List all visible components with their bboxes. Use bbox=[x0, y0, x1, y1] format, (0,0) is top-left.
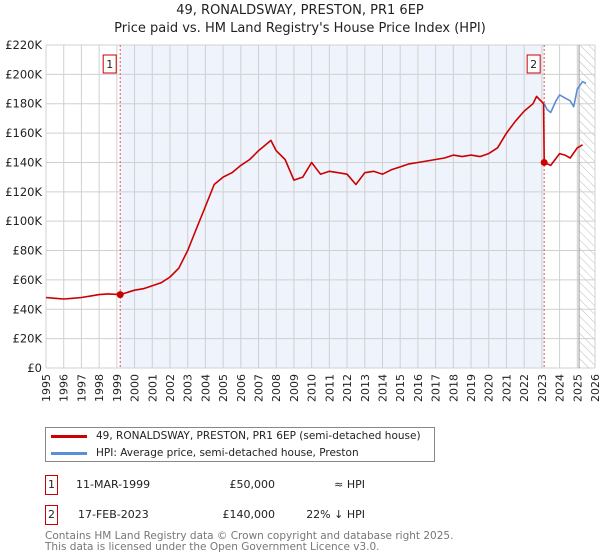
sale-badge bbox=[526, 54, 541, 74]
x-tick-label: 2003 bbox=[182, 374, 195, 402]
y-tick-label: £120K bbox=[5, 185, 42, 199]
x-tick-label: 2012 bbox=[341, 374, 354, 402]
x-tick-label: 2023 bbox=[536, 374, 549, 402]
x-tick-label: 2010 bbox=[306, 374, 319, 402]
transaction-badge: 1 bbox=[45, 475, 58, 495]
y-tick-label: £180K bbox=[5, 97, 42, 111]
x-tick-label: 1997 bbox=[75, 374, 88, 402]
transaction-hpi: 22% ↓ HPI bbox=[306, 508, 365, 521]
future-hatched-region bbox=[579, 45, 595, 368]
legend-swatch-blue bbox=[51, 451, 87, 455]
x-tick-label: 2022 bbox=[518, 374, 531, 402]
footer-licence: This data is licensed under the Open Gov… bbox=[45, 541, 380, 553]
y-tick-label: £100K bbox=[5, 214, 42, 228]
legend-swatch-red bbox=[51, 434, 87, 438]
x-tick-label: 2017 bbox=[430, 374, 443, 402]
y-tick-label: £140K bbox=[5, 155, 42, 169]
sale-badge bbox=[102, 54, 117, 74]
x-tick-label: 2015 bbox=[394, 374, 407, 402]
transaction-badge: 2 bbox=[45, 505, 58, 525]
transaction-price: £140,000 bbox=[222, 508, 276, 521]
legend: 49, RONALDSWAY, PRESTON, PR1 6EP (semi-d… bbox=[45, 427, 435, 462]
transaction-row: 1 11-MAR-1999 £50,000 ≈ HPI bbox=[45, 475, 445, 495]
x-tick-label: 2006 bbox=[235, 374, 248, 402]
ownership-shaded-region bbox=[120, 45, 545, 368]
transaction-price: £50,000 bbox=[229, 478, 276, 491]
y-tick-label: £80K bbox=[13, 244, 43, 258]
x-tick-label: 2025 bbox=[571, 374, 584, 402]
property-price-line bbox=[45, 95, 583, 300]
legend-item-hpi: HPI: Average price, semi-detached house,… bbox=[51, 445, 359, 461]
x-tick-label: 2020 bbox=[483, 374, 496, 402]
legend-item-property: 49, RONALDSWAY, PRESTON, PR1 6EP (semi-d… bbox=[51, 428, 421, 444]
x-tick-label: 2000 bbox=[129, 374, 142, 402]
sale-point bbox=[116, 291, 124, 299]
x-tick-label: 2014 bbox=[376, 374, 389, 402]
x-tick-label: 2004 bbox=[199, 374, 212, 402]
chart-title: 49, RONALDSWAY, PRESTON, PR1 6EP bbox=[176, 3, 424, 18]
x-tick-label: 2005 bbox=[217, 374, 230, 402]
y-tick-label: £60K bbox=[13, 273, 43, 287]
y-tick-label: £200K bbox=[5, 67, 42, 81]
transaction-date: 17-FEB-2023 bbox=[78, 508, 149, 521]
x-tick-label: 2013 bbox=[359, 374, 372, 402]
y-tick-label: £160K bbox=[5, 126, 42, 140]
y-tick-label: £0 bbox=[27, 361, 42, 375]
x-tick-label: 1998 bbox=[93, 374, 106, 402]
x-tick-label: 2018 bbox=[447, 374, 460, 402]
price-chart: 1995 1996 1997 1998 1999 2000 2001 2002 2003 2004… bbox=[5, 38, 600, 402]
x-tick-label: 2009 bbox=[288, 374, 301, 402]
x-tick-label: 2024 bbox=[554, 374, 567, 402]
x-tick-label: 1999 bbox=[111, 374, 124, 402]
x-tick-label: 2001 bbox=[146, 374, 159, 402]
y-tick-label: £40K bbox=[13, 302, 43, 316]
hpi-line bbox=[543, 80, 587, 114]
sale-point bbox=[540, 158, 548, 166]
legend-label: HPI: Average price, semi-detached house,… bbox=[96, 447, 359, 459]
x-tick-label: 2026 bbox=[589, 374, 600, 402]
transaction-date: 11-MAR-1999 bbox=[76, 478, 151, 491]
x-tick-label: 2008 bbox=[270, 374, 283, 402]
y-tick-label: £220K bbox=[5, 38, 42, 52]
transaction-row: 2 17-FEB-2023 £140,000 22% ↓ HPI bbox=[45, 505, 445, 525]
footer-copyright: Contains HM Land Registry data © Crown c… bbox=[45, 530, 454, 542]
legend-label: 49, RONALDSWAY, PRESTON, PR1 6EP (semi-d… bbox=[96, 430, 421, 442]
x-tick-label: 2002 bbox=[164, 374, 177, 402]
x-tick-label: 2011 bbox=[323, 374, 336, 402]
footer: Contains HM Land Registry data © Crown c… bbox=[45, 531, 453, 553]
x-tick-label: 1996 bbox=[58, 374, 71, 402]
x-tick-label: 2021 bbox=[500, 374, 513, 402]
y-tick-label: £20K bbox=[13, 332, 43, 346]
x-tick-label: 1995 bbox=[40, 374, 53, 402]
x-tick-label: 2007 bbox=[253, 374, 266, 402]
sale-badge-label: 1 bbox=[106, 58, 113, 71]
chart-subtitle: Price paid vs. HM Land Registry's House … bbox=[114, 21, 486, 36]
x-tick-label: 2016 bbox=[412, 374, 425, 402]
sale-badge-label: 2 bbox=[530, 58, 537, 71]
x-tick-label: 2019 bbox=[465, 374, 478, 402]
transaction-hpi: ≈ HPI bbox=[334, 478, 365, 491]
